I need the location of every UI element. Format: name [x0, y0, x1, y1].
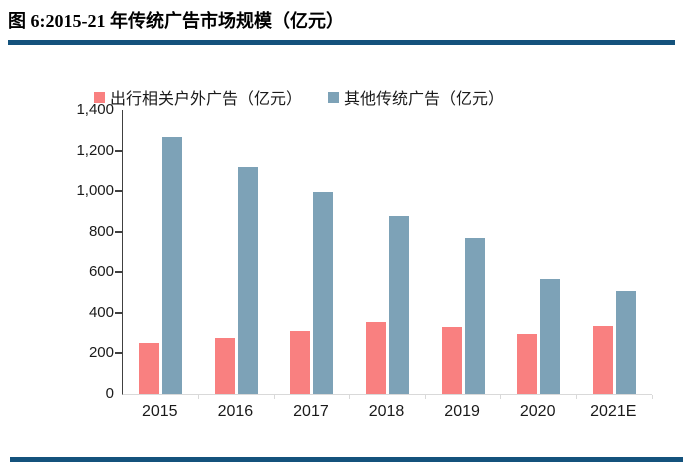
bar-outdoor-2021E [592, 326, 613, 394]
bottom-divider [10, 457, 683, 462]
bar-outdoor-2020 [517, 334, 538, 394]
x-axis-label-2018: 2018 [368, 403, 405, 420]
bar-group-2020 [501, 110, 577, 394]
figure-title: 图 6:2015-21 年传统广告市场规模（亿元） [8, 11, 344, 31]
bar-other-2017 [313, 192, 334, 394]
y-axis-tick-1000 [114, 190, 122, 193]
legend-label-outdoor-ads: 出行相关户外广告（亿元） [110, 89, 303, 108]
y-axis-tick-800 [114, 230, 122, 233]
y-axis-tick-400 [114, 311, 122, 314]
x-axis-label-2015: 2015 [141, 403, 178, 420]
bar-other-2019 [464, 237, 485, 394]
y-axis-label-200: 200 [88, 344, 114, 362]
bar-group-2016 [199, 110, 275, 394]
x-axis-boundary-tick-6 [575, 395, 577, 399]
bar-other-2016 [237, 166, 258, 394]
x-axis-boundary-tick-4 [424, 395, 426, 399]
y-axis-label-0: 0 [105, 385, 114, 402]
x-axis-boundary-tick-3 [349, 395, 351, 399]
bar-outdoor-2018 [366, 322, 387, 394]
bar-other-2015 [162, 137, 183, 394]
y-axis-label-1200: 1,200 [76, 141, 114, 159]
bar-other-2018 [389, 215, 410, 394]
y-axis: 0 200 400 600 800 1,000 1,200 1,400 [28, 101, 114, 402]
bar-outdoor-2016 [214, 338, 235, 394]
bar-group-2015 [123, 110, 199, 394]
y-axis-tick-600 [114, 271, 122, 274]
y-axis-tick-1200 [114, 149, 122, 152]
bar-group-2021E [576, 110, 652, 394]
bar-other-2021E [615, 290, 636, 394]
x-axis-boundary-tick-1 [198, 395, 200, 399]
bar-group-2019 [425, 110, 501, 394]
x-axis-label-2019: 2019 [444, 403, 480, 420]
x-axis-label-2017: 2017 [293, 403, 329, 420]
x-axis-boundary-tick-5 [500, 395, 502, 399]
bar-outdoor-2015 [139, 343, 160, 394]
legend-swatch-red [94, 91, 105, 103]
x-axis-boundary-tick-2 [273, 395, 275, 399]
legend-label-other-traditional-ads: 其他传统广告（亿元） [344, 89, 505, 108]
x-axis-boundary-tick-7 [651, 395, 653, 399]
x-axis-label-2020: 2020 [519, 403, 556, 420]
plot-area [114, 110, 653, 399]
legend-item-other-traditional-ads: 其他传统广告（亿元） [328, 85, 504, 109]
chart-legend: 出行相关户外广告（亿元） 其他传统广告（亿元） [94, 85, 504, 109]
legend-item-outdoor-ads: 出行相关户外广告（亿元） [94, 85, 302, 109]
y-axis-label-400: 400 [88, 303, 114, 321]
bar-group-2018 [350, 110, 426, 394]
y-axis-label-600: 600 [88, 263, 114, 281]
y-axis-label-1000: 1,000 [76, 182, 114, 200]
legend-swatch-blue [328, 91, 340, 103]
y-axis-tick-200 [114, 352, 122, 355]
y-axis-label-800: 800 [88, 222, 114, 240]
x-axis-label-2021E: 2021E [590, 403, 637, 420]
title-divider [8, 40, 675, 45]
bar-outdoor-2017 [290, 331, 311, 394]
x-axis: 2015 2016 2017 2018 2019 2020 2021E [122, 403, 651, 421]
x-axis-label-2016: 2016 [217, 403, 254, 420]
bar-group-2017 [274, 110, 350, 394]
bar-outdoor-2019 [441, 327, 462, 394]
bar-other-2020 [540, 279, 561, 394]
y-axis-label-1400: 1,400 [76, 101, 114, 118]
